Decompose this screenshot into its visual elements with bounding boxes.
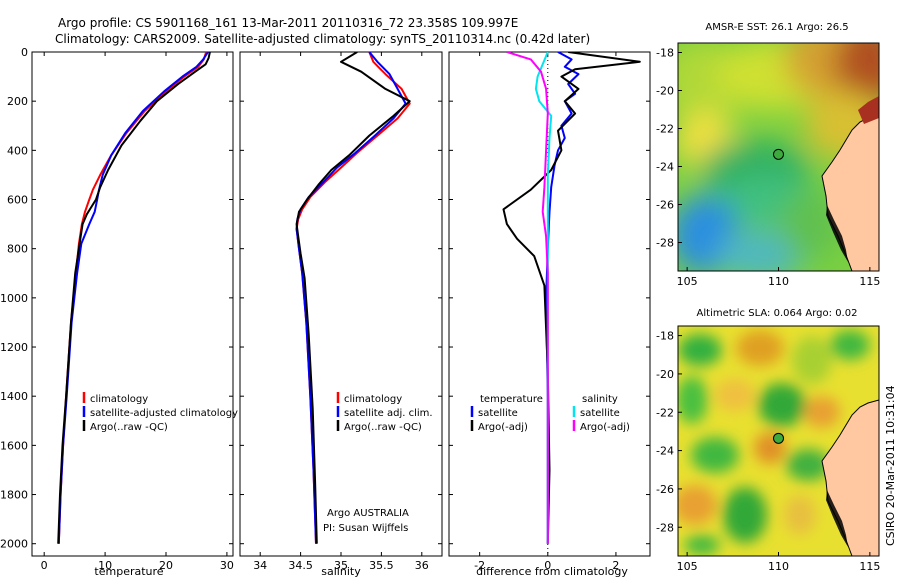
- sst-map-latitude-axis: -18 -20 -22 -24 -26 -28: [656, 47, 682, 250]
- latitude-tick-label: -28: [656, 237, 674, 250]
- salinity-legend: climatology satellite adj. clim. Argo(..…: [336, 392, 433, 433]
- salinity-lines: [295, 52, 411, 544]
- latitude-tick-label: -28: [656, 521, 674, 534]
- x-tick-label: 0: [544, 559, 551, 572]
- pi-annotation: PI: Susan Wijffels: [323, 523, 408, 534]
- x-tick-label: 35: [334, 559, 348, 572]
- depth-tick-label: 200: [7, 95, 28, 108]
- longitude-tick-label: 110: [768, 275, 789, 288]
- depth-tick-label: 800: [7, 243, 28, 256]
- salinity-x-axis: 34 34.5 35 35.5 36: [253, 52, 429, 572]
- legend-header-salinity: salinity: [582, 394, 618, 405]
- legend-label-sal-satellite: satellite: [580, 408, 620, 419]
- depth-axis: 0 200 400 600 800 1000 1200 1400 1600 1800 2000: [0, 46, 233, 551]
- x-tick-label: 2: [612, 559, 619, 572]
- temperature-lines: [57, 52, 211, 544]
- sla-map-longitude-axis: 105 110 115: [677, 552, 880, 573]
- depth-tick-label: 400: [7, 144, 28, 157]
- temperature-panel: 0 200 400 600 800 1000 1200 1400 1600 1800 2000 0 1…: [0, 46, 238, 578]
- latitude-tick-label: -20: [656, 368, 674, 381]
- latitude-tick-label: -18: [656, 47, 674, 60]
- climatology-line: [57, 52, 208, 544]
- latitude-tick-label: -26: [656, 483, 674, 496]
- float-position-marker: [773, 148, 784, 160]
- temperature-satellite-line: [545, 52, 580, 544]
- latitude-tick-label: -18: [656, 330, 674, 343]
- sla-map: 105 110 115 -18 -20 -22 -24 -26 -28: [656, 325, 880, 573]
- legend-label-argo: Argo(..raw -QC): [90, 422, 168, 433]
- latitude-tick-label: -20: [656, 85, 674, 98]
- legend-label-climatology: climatology: [90, 394, 148, 405]
- difference-panel: -2 0 2 difference from climatology tempera…: [448, 51, 651, 578]
- legend-label-climatology: climatology: [344, 394, 402, 405]
- x-tick-label: 0: [41, 559, 48, 572]
- float-position-marker: [773, 432, 784, 444]
- difference-lines: [502, 52, 641, 556]
- legend-label-temp-argo: Argo(-adj): [478, 422, 528, 433]
- longitude-tick-label: 105: [677, 560, 698, 573]
- salinity-panel: 34 34.5 35 35.5 36 salinity climatology sate…: [239, 51, 443, 578]
- sla-landmass: [821, 326, 879, 556]
- longitude-tick-label: 115: [859, 275, 880, 288]
- latitude-tick-label: -22: [656, 123, 674, 136]
- longitude-tick-label: 110: [768, 560, 789, 573]
- argo-raw-qc-line: [57, 52, 211, 544]
- legend-label-sal-argo: Argo(-adj): [580, 422, 630, 433]
- depth-tick-label: 1200: [0, 341, 28, 354]
- depth-tick-label: 1400: [0, 390, 28, 403]
- depth-tick-label: 2000: [0, 538, 28, 551]
- sst-coastal-island: [826, 205, 848, 262]
- temperature-legend: climatology satellite-adjusted climatolo…: [82, 392, 238, 433]
- latitude-tick-label: -24: [656, 445, 674, 458]
- salinity-xlabel: salinity: [321, 565, 361, 578]
- longitude-tick-label: 115: [859, 560, 880, 573]
- legend-label-satellite-adjusted: satellite-adjusted climatology: [90, 408, 238, 419]
- sst-coastal-warm-strip: [858, 96, 879, 124]
- sla-map-latitude-axis: -18 -20 -22 -24 -26 -28: [656, 330, 682, 534]
- argo-raw-qc-line: [295, 52, 411, 544]
- latitude-tick-label: -22: [656, 406, 674, 419]
- sla-coastal-island: [826, 490, 848, 547]
- depth-tick-label: 1800: [0, 489, 28, 502]
- legend-label-argo: Argo(..raw -QC): [344, 422, 422, 433]
- difference-depth-ticks: [449, 51, 650, 545]
- x-tick-label: 30: [220, 559, 234, 572]
- longitude-tick-label: 105: [677, 275, 698, 288]
- temperature-xlabel: temperature: [94, 565, 163, 578]
- depth-tick-label: 1600: [0, 439, 28, 452]
- legend-label-satellite: satellite adj. clim.: [344, 408, 433, 419]
- difference-xlabel: difference from climatology: [476, 565, 628, 578]
- sla-map-title: Altimetric SLA: 0.064 Argo: 0.02: [697, 308, 858, 319]
- x-tick-label: 34.5: [288, 559, 313, 572]
- latitude-tick-label: -24: [656, 161, 674, 174]
- x-tick-label: 35.5: [369, 559, 394, 572]
- sst-map-longitude-axis: 105 110 115: [677, 267, 880, 288]
- legend-header-temperature: temperature: [480, 394, 543, 405]
- sst-map: 105 110 115 -18 -20 -22 -24 -26 -28: [656, 42, 880, 288]
- x-tick-label: -2: [474, 559, 485, 572]
- sst-map-title: AMSR-E SST: 26.1 Argo: 26.5: [705, 22, 848, 33]
- latitude-tick-label: -26: [656, 199, 674, 212]
- depth-tick-label: 600: [7, 194, 28, 207]
- satellite-adj-clim-line: [295, 52, 407, 544]
- salinity-argo-adj-line: [506, 52, 549, 544]
- salinity-depth-ticks: [240, 51, 442, 545]
- argo-program-annotation: Argo AUSTRALIA: [327, 508, 409, 519]
- x-tick-label: 20: [159, 559, 173, 572]
- figure-subtitle: Climatology: CARS2009. Satellite-adjuste…: [55, 32, 590, 46]
- csiro-timestamp: CSIRO 20-Mar-2011 10:31:04: [884, 385, 897, 546]
- temperature-x-axis: 0 10 20 30: [41, 52, 234, 572]
- x-tick-label: 10: [98, 559, 112, 572]
- temperature-argo-adj-line: [502, 52, 641, 544]
- legend-label-temp-satellite: satellite: [478, 408, 518, 419]
- x-tick-label: 34: [253, 559, 267, 572]
- depth-tick-label: 0: [21, 46, 28, 59]
- figure-title: Argo profile: CS 5901168_161 13-Mar-2011…: [58, 16, 518, 30]
- x-tick-label: 36: [415, 559, 429, 572]
- depth-tick-label: 1000: [0, 292, 28, 305]
- difference-legend: temperature satellite Argo(-adj) salinit…: [470, 394, 630, 433]
